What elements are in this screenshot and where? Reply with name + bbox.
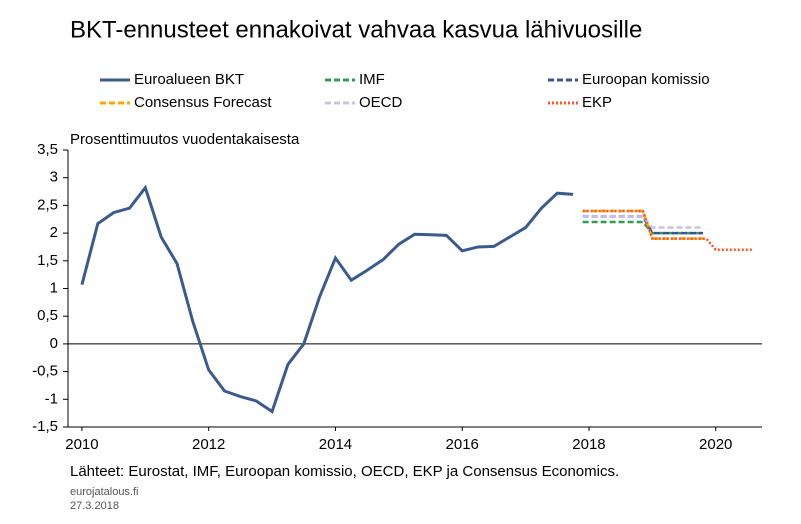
y-tick-label: 3 bbox=[50, 169, 58, 186]
series-line bbox=[582, 209, 704, 240]
x-tick-label: 2012 bbox=[192, 436, 225, 453]
x-tick-label: 2014 bbox=[319, 436, 352, 453]
series-line bbox=[80, 184, 574, 414]
y-tick-label: 0 bbox=[50, 335, 58, 352]
series-line bbox=[582, 220, 704, 235]
series-line bbox=[582, 209, 754, 251]
legend-label: Euroalueen BKT bbox=[134, 71, 244, 88]
legend-label: Euroopan komissio bbox=[582, 71, 710, 88]
series-line bbox=[582, 215, 704, 235]
legend-label: EKP bbox=[582, 94, 612, 111]
x-tick-label: 2010 bbox=[65, 436, 98, 453]
legend-label: IMF bbox=[359, 71, 385, 88]
y-tick-label: -0,5 bbox=[32, 363, 58, 380]
site: eurojatalous.fi bbox=[70, 486, 139, 498]
y-tick-label: 2 bbox=[50, 224, 58, 241]
y-tick-label: 3,5 bbox=[37, 141, 58, 158]
y-tick-label: 2,5 bbox=[37, 196, 58, 213]
legend-label: Consensus Forecast bbox=[134, 94, 272, 111]
y-tick-label: 0,5 bbox=[37, 307, 58, 324]
x-tick-label: 2020 bbox=[699, 436, 732, 453]
x-tick-label: 2018 bbox=[572, 436, 605, 453]
y-tick-label: -1,5 bbox=[32, 418, 58, 435]
date: 27.3.2018 bbox=[70, 500, 119, 512]
x-tick-label: 2016 bbox=[446, 436, 479, 453]
y-tick-label: -1 bbox=[45, 390, 58, 407]
subtitle: Prosenttimuutos vuodentakaisesta bbox=[70, 131, 300, 148]
source: Lähteet: Eurostat, IMF, Euroopan komissi… bbox=[70, 463, 619, 480]
y-tick-label: 1 bbox=[50, 279, 58, 296]
legend-label: OECD bbox=[359, 94, 403, 111]
chart-title: BKT-ennusteet ennakoivat vahvaa kasvua l… bbox=[70, 16, 642, 43]
y-tick-label: 1,5 bbox=[37, 252, 58, 269]
